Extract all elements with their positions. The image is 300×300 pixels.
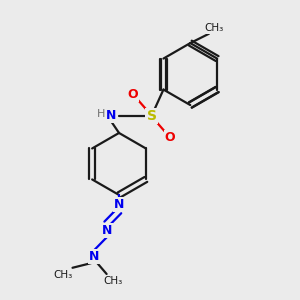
- Text: N: N: [106, 110, 116, 122]
- Text: CH₃: CH₃: [204, 23, 223, 33]
- Text: CH₃: CH₃: [53, 270, 72, 280]
- Text: N: N: [101, 224, 112, 237]
- Text: N: N: [89, 250, 99, 263]
- Text: S: S: [146, 109, 157, 123]
- Text: H: H: [97, 110, 106, 119]
- Text: N: N: [114, 198, 124, 211]
- Text: CH₃: CH₃: [104, 276, 123, 286]
- Text: O: O: [165, 131, 176, 144]
- Text: O: O: [128, 88, 138, 101]
